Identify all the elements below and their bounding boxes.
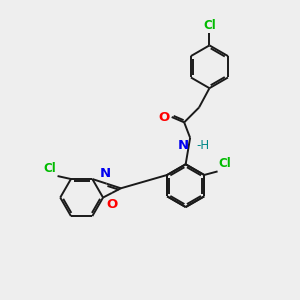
Text: O: O: [106, 198, 118, 211]
Text: O: O: [158, 110, 169, 124]
Text: -H: -H: [197, 139, 210, 152]
Text: Cl: Cl: [219, 157, 232, 170]
Text: Cl: Cl: [44, 162, 56, 175]
Text: Cl: Cl: [203, 19, 216, 32]
Text: N: N: [178, 139, 189, 152]
Text: N: N: [100, 167, 111, 180]
